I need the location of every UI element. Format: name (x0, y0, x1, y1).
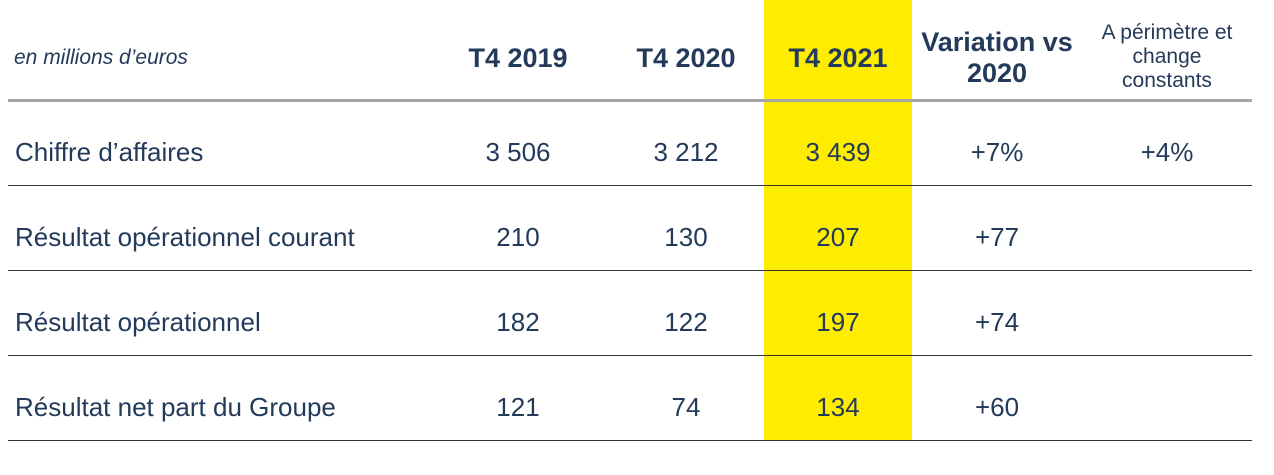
table-cell: 121 (496, 391, 540, 422)
header-divider (8, 99, 1252, 102)
row-divider (8, 440, 1252, 441)
row-label-resultat-operationnel: Résultat opérationnel (15, 306, 261, 337)
table-cell: 210 (496, 221, 540, 252)
table-cell: +77 (974, 221, 1020, 252)
column-header-t4-2019: T4 2019 (468, 42, 568, 73)
table-cell: 134 (816, 391, 860, 422)
row-divider (8, 355, 1252, 356)
table-cell: 3 212 (653, 136, 719, 167)
row-label-chiffre-affaires: Chiffre d’affaires (15, 136, 204, 167)
unit-label: en millions d’euros (14, 46, 188, 69)
table-cell (1090, 280, 1244, 364)
row-divider (8, 185, 1252, 186)
column-header-perimetre-constant: A périmètre et change constants (1101, 21, 1233, 92)
column-header-variation: Variation vs 2020 (921, 27, 1073, 88)
table-cell (1090, 365, 1244, 449)
table-cell: 3 506 (485, 136, 551, 167)
row-label-resultat-net-part-groupe: Résultat net part du Groupe (15, 391, 336, 422)
table-cell: 74 (671, 391, 701, 422)
table-cell: 3 439 (805, 136, 871, 167)
highlight-column-t4-2021 (764, 0, 912, 441)
table-cell: +4% (1140, 136, 1194, 167)
table-cell (1090, 195, 1244, 279)
table-cell: 182 (496, 306, 540, 337)
table-cell: +74 (974, 306, 1020, 337)
column-header-t4-2020: T4 2020 (636, 42, 736, 73)
table-cell: +7% (970, 136, 1024, 167)
table-cell: 207 (816, 221, 860, 252)
row-divider (8, 270, 1252, 271)
table-cell: 130 (664, 221, 708, 252)
table-cell: 122 (664, 306, 708, 337)
row-label-resultat-operationnel-courant: Résultat opérationnel courant (15, 221, 355, 252)
column-header-t4-2021: T4 2021 (788, 42, 888, 73)
table-cell: 197 (816, 306, 860, 337)
table-cell: +60 (974, 391, 1020, 422)
